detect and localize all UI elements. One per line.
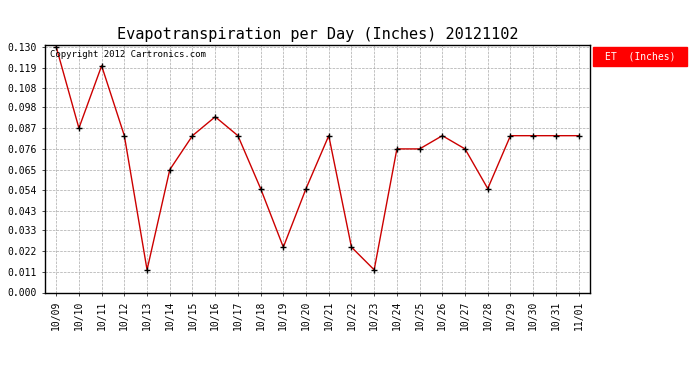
Text: ET  (Inches): ET (Inches) [604,51,676,61]
Title: Evapotranspiration per Day (Inches) 20121102: Evapotranspiration per Day (Inches) 2012… [117,27,518,42]
Text: Copyright 2012 Cartronics.com: Copyright 2012 Cartronics.com [50,50,206,59]
